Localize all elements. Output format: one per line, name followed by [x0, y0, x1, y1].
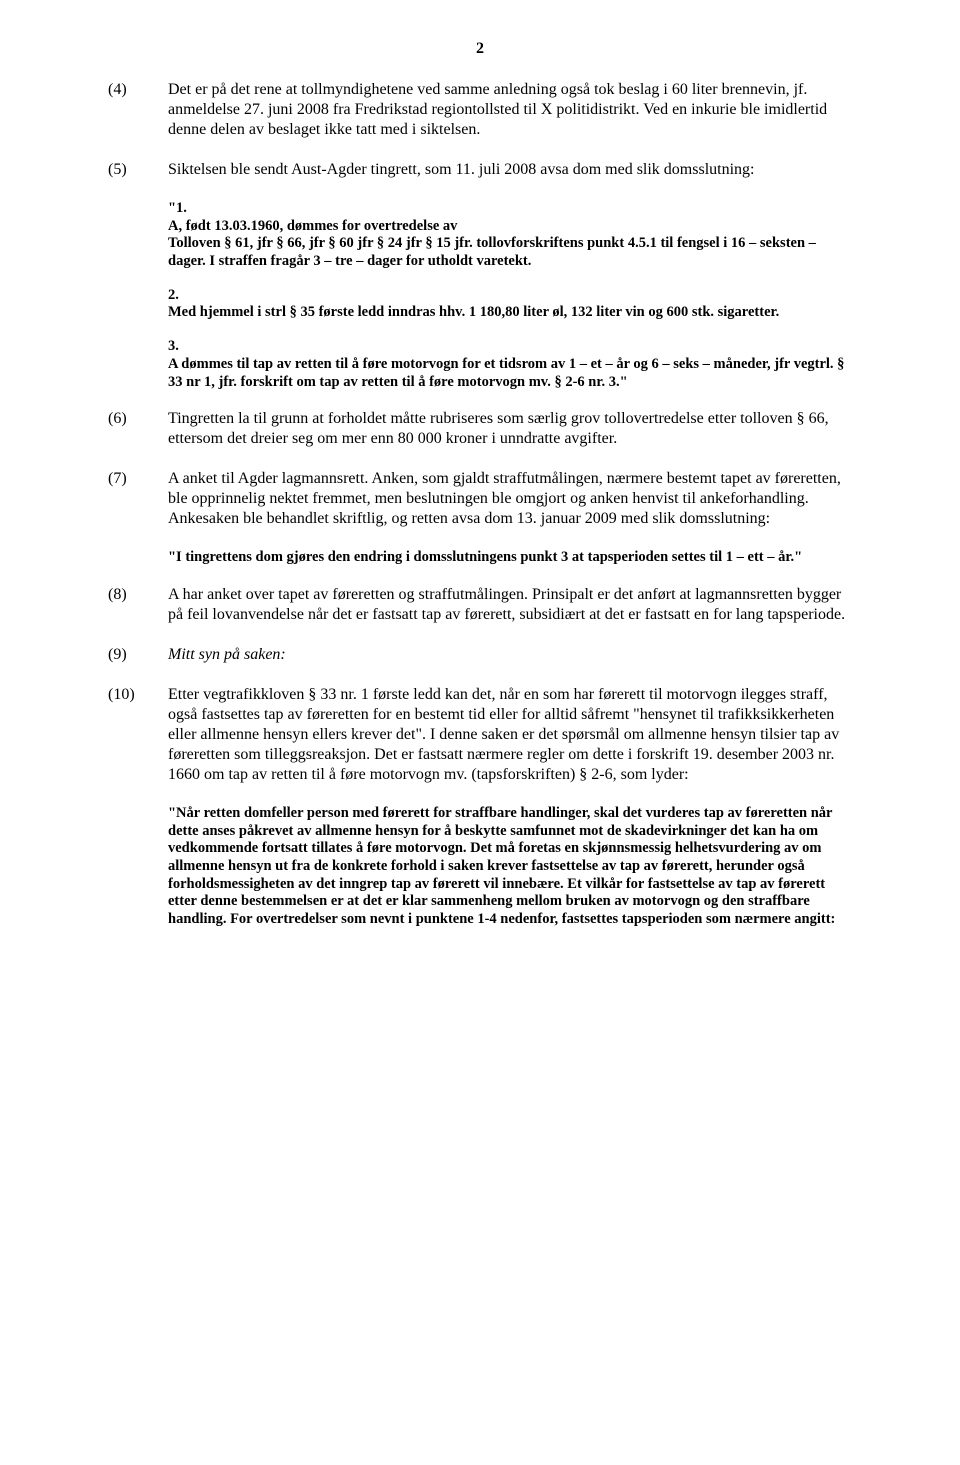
- para-body: Mitt syn på saken:: [168, 645, 852, 665]
- page-number: 2: [108, 40, 852, 58]
- quote-block-domsslutning-tingrett: "1. A, født 13.03.1960, dømmes for overt…: [168, 200, 852, 391]
- quote-item-1: "1. A, født 13.03.1960, dømmes for overt…: [168, 200, 852, 271]
- quote-block-domsslutning-lagmannsrett: "I tingrettens dom gjøres den endring i …: [168, 549, 852, 567]
- para-num: (6): [108, 409, 168, 449]
- quote-item-5: "Når retten domfeller person med føreret…: [168, 805, 852, 929]
- para-num: (4): [108, 80, 168, 140]
- paragraph-7: (7) A anket til Agder lagmannsrett. Anke…: [108, 469, 852, 529]
- quote-item-2: 2. Med hjemmel i strl § 35 første ledd i…: [168, 287, 852, 322]
- para-body: Etter vegtrafikkloven § 33 nr. 1 første …: [168, 685, 852, 785]
- para-body: Tingretten la til grunn at forholdet måt…: [168, 409, 852, 449]
- paragraph-10: (10) Etter vegtrafikkloven § 33 nr. 1 fø…: [108, 685, 852, 785]
- para-num: (9): [108, 645, 168, 665]
- para-num: (5): [108, 160, 168, 180]
- para-num: (7): [108, 469, 168, 529]
- quote-item-3: 3. A dømmes til tap av retten til å føre…: [168, 338, 852, 391]
- quote-item-4: "I tingrettens dom gjøres den endring i …: [168, 549, 852, 567]
- para-num: (10): [108, 685, 168, 785]
- paragraph-6: (6) Tingretten la til grunn at forholdet…: [108, 409, 852, 449]
- para-body: A har anket over tapet av føreretten og …: [168, 585, 852, 625]
- para-body: Det er på det rene at tollmyndighetene v…: [168, 80, 852, 140]
- para-body: Siktelsen ble sendt Aust-Agder tingrett,…: [168, 160, 852, 180]
- document-page: 2 (4) Det er på det rene at tollmyndighe…: [0, 0, 960, 1465]
- paragraph-4: (4) Det er på det rene at tollmyndighete…: [108, 80, 852, 140]
- paragraph-9: (9) Mitt syn på saken:: [108, 645, 852, 665]
- para-body: A anket til Agder lagmannsrett. Anken, s…: [168, 469, 852, 529]
- para-num: (8): [108, 585, 168, 625]
- paragraph-8: (8) A har anket over tapet av føreretten…: [108, 585, 852, 625]
- paragraph-5: (5) Siktelsen ble sendt Aust-Agder tingr…: [108, 160, 852, 180]
- quote-block-tapsforskriften: "Når retten domfeller person med føreret…: [168, 805, 852, 929]
